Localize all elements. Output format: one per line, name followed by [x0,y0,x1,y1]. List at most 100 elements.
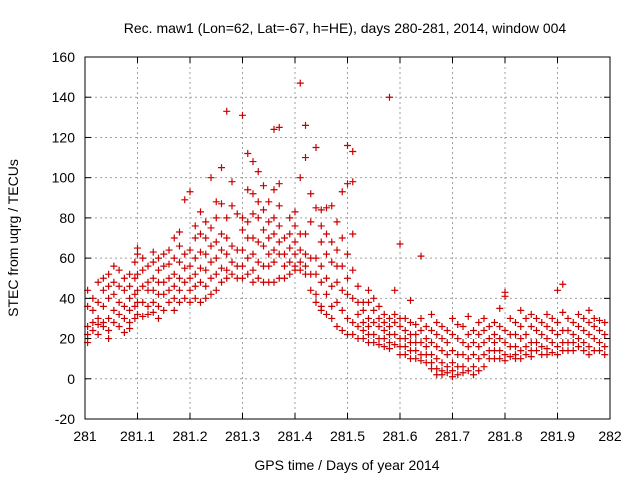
data-point [191,282,199,290]
data-point [433,343,441,351]
data-point [99,322,107,330]
data-point [470,339,477,347]
data-point [412,320,420,328]
data-point [207,290,215,298]
data-point [386,339,393,347]
data-point [191,254,199,262]
data-point [417,357,425,365]
x-axis-label: GPS time / Days of year 2014 [254,457,439,473]
data-point [491,331,498,339]
data-point [181,294,189,302]
data-point [244,186,252,194]
data-point [396,322,404,330]
data-point [585,318,593,326]
data-point [239,246,246,254]
data-point [323,250,330,258]
data-point [275,123,283,131]
data-point [533,347,540,355]
data-point [580,327,588,335]
data-point [464,367,472,375]
data-point [244,218,252,226]
data-point [312,290,320,298]
data-point [370,294,378,302]
data-point [349,331,357,339]
data-point [375,322,383,330]
data-point [370,339,378,347]
data-point [349,148,357,156]
data-point [559,308,567,316]
data-point [249,234,257,242]
data-point [212,198,220,206]
data-point [449,359,456,367]
data-point [144,302,152,310]
data-point [218,200,225,208]
data-point [407,318,414,326]
data-point [548,314,556,322]
data-point [359,306,367,314]
data-point [543,335,551,343]
data-point [323,274,330,282]
data-point [307,286,315,294]
data-point [328,258,336,266]
data-point [312,298,320,306]
data-point [270,230,278,238]
data-point [249,210,257,218]
data-point [417,339,425,347]
data-point [170,270,178,278]
data-point [233,210,241,218]
data-point [131,258,139,266]
data-point [454,320,462,328]
data-point [134,286,141,294]
data-point [181,264,189,272]
data-point [89,306,97,314]
data-point [202,250,210,258]
data-point [228,202,236,210]
chart-title: Rec. maw1 (Lon=62, Lat=-67, h=HE), days … [124,20,567,36]
data-point [186,188,194,196]
data-point [496,304,504,312]
data-point [365,322,372,330]
data-point [296,246,304,254]
x-tick-label: 282 [598,428,622,444]
x-tick-label: 281.1 [120,428,155,444]
data-point [186,274,194,282]
data-point [265,218,273,226]
data-point [228,178,236,186]
data-point [126,270,134,278]
data-point [386,322,393,330]
data-point [470,327,477,335]
data-point [249,158,257,166]
data-point [323,290,330,298]
data-point [126,318,134,326]
data-point [170,294,178,302]
data-point [134,310,141,318]
data-point [585,343,593,351]
data-point [428,339,435,347]
data-point [312,144,320,151]
data-point [517,347,525,355]
data-point [354,310,362,318]
data-point [475,343,483,351]
data-point [212,254,220,262]
data-point [139,298,147,306]
data-point [239,226,246,234]
data-point [580,347,588,355]
data-point [354,322,362,330]
data-point [317,306,325,314]
data-point [191,222,199,230]
data-point [218,246,225,254]
data-point [186,298,194,306]
data-point [501,327,509,335]
data-point [207,242,215,250]
data-point [176,286,183,294]
data-point [94,298,102,306]
data-point [422,335,430,343]
data-point [317,206,325,214]
data-point [160,262,168,270]
data-point [554,318,561,326]
data-point [105,282,113,290]
data-point [569,331,577,339]
x-tick-label: 281.5 [330,428,365,444]
data-point [396,240,404,248]
data-point [126,294,134,302]
